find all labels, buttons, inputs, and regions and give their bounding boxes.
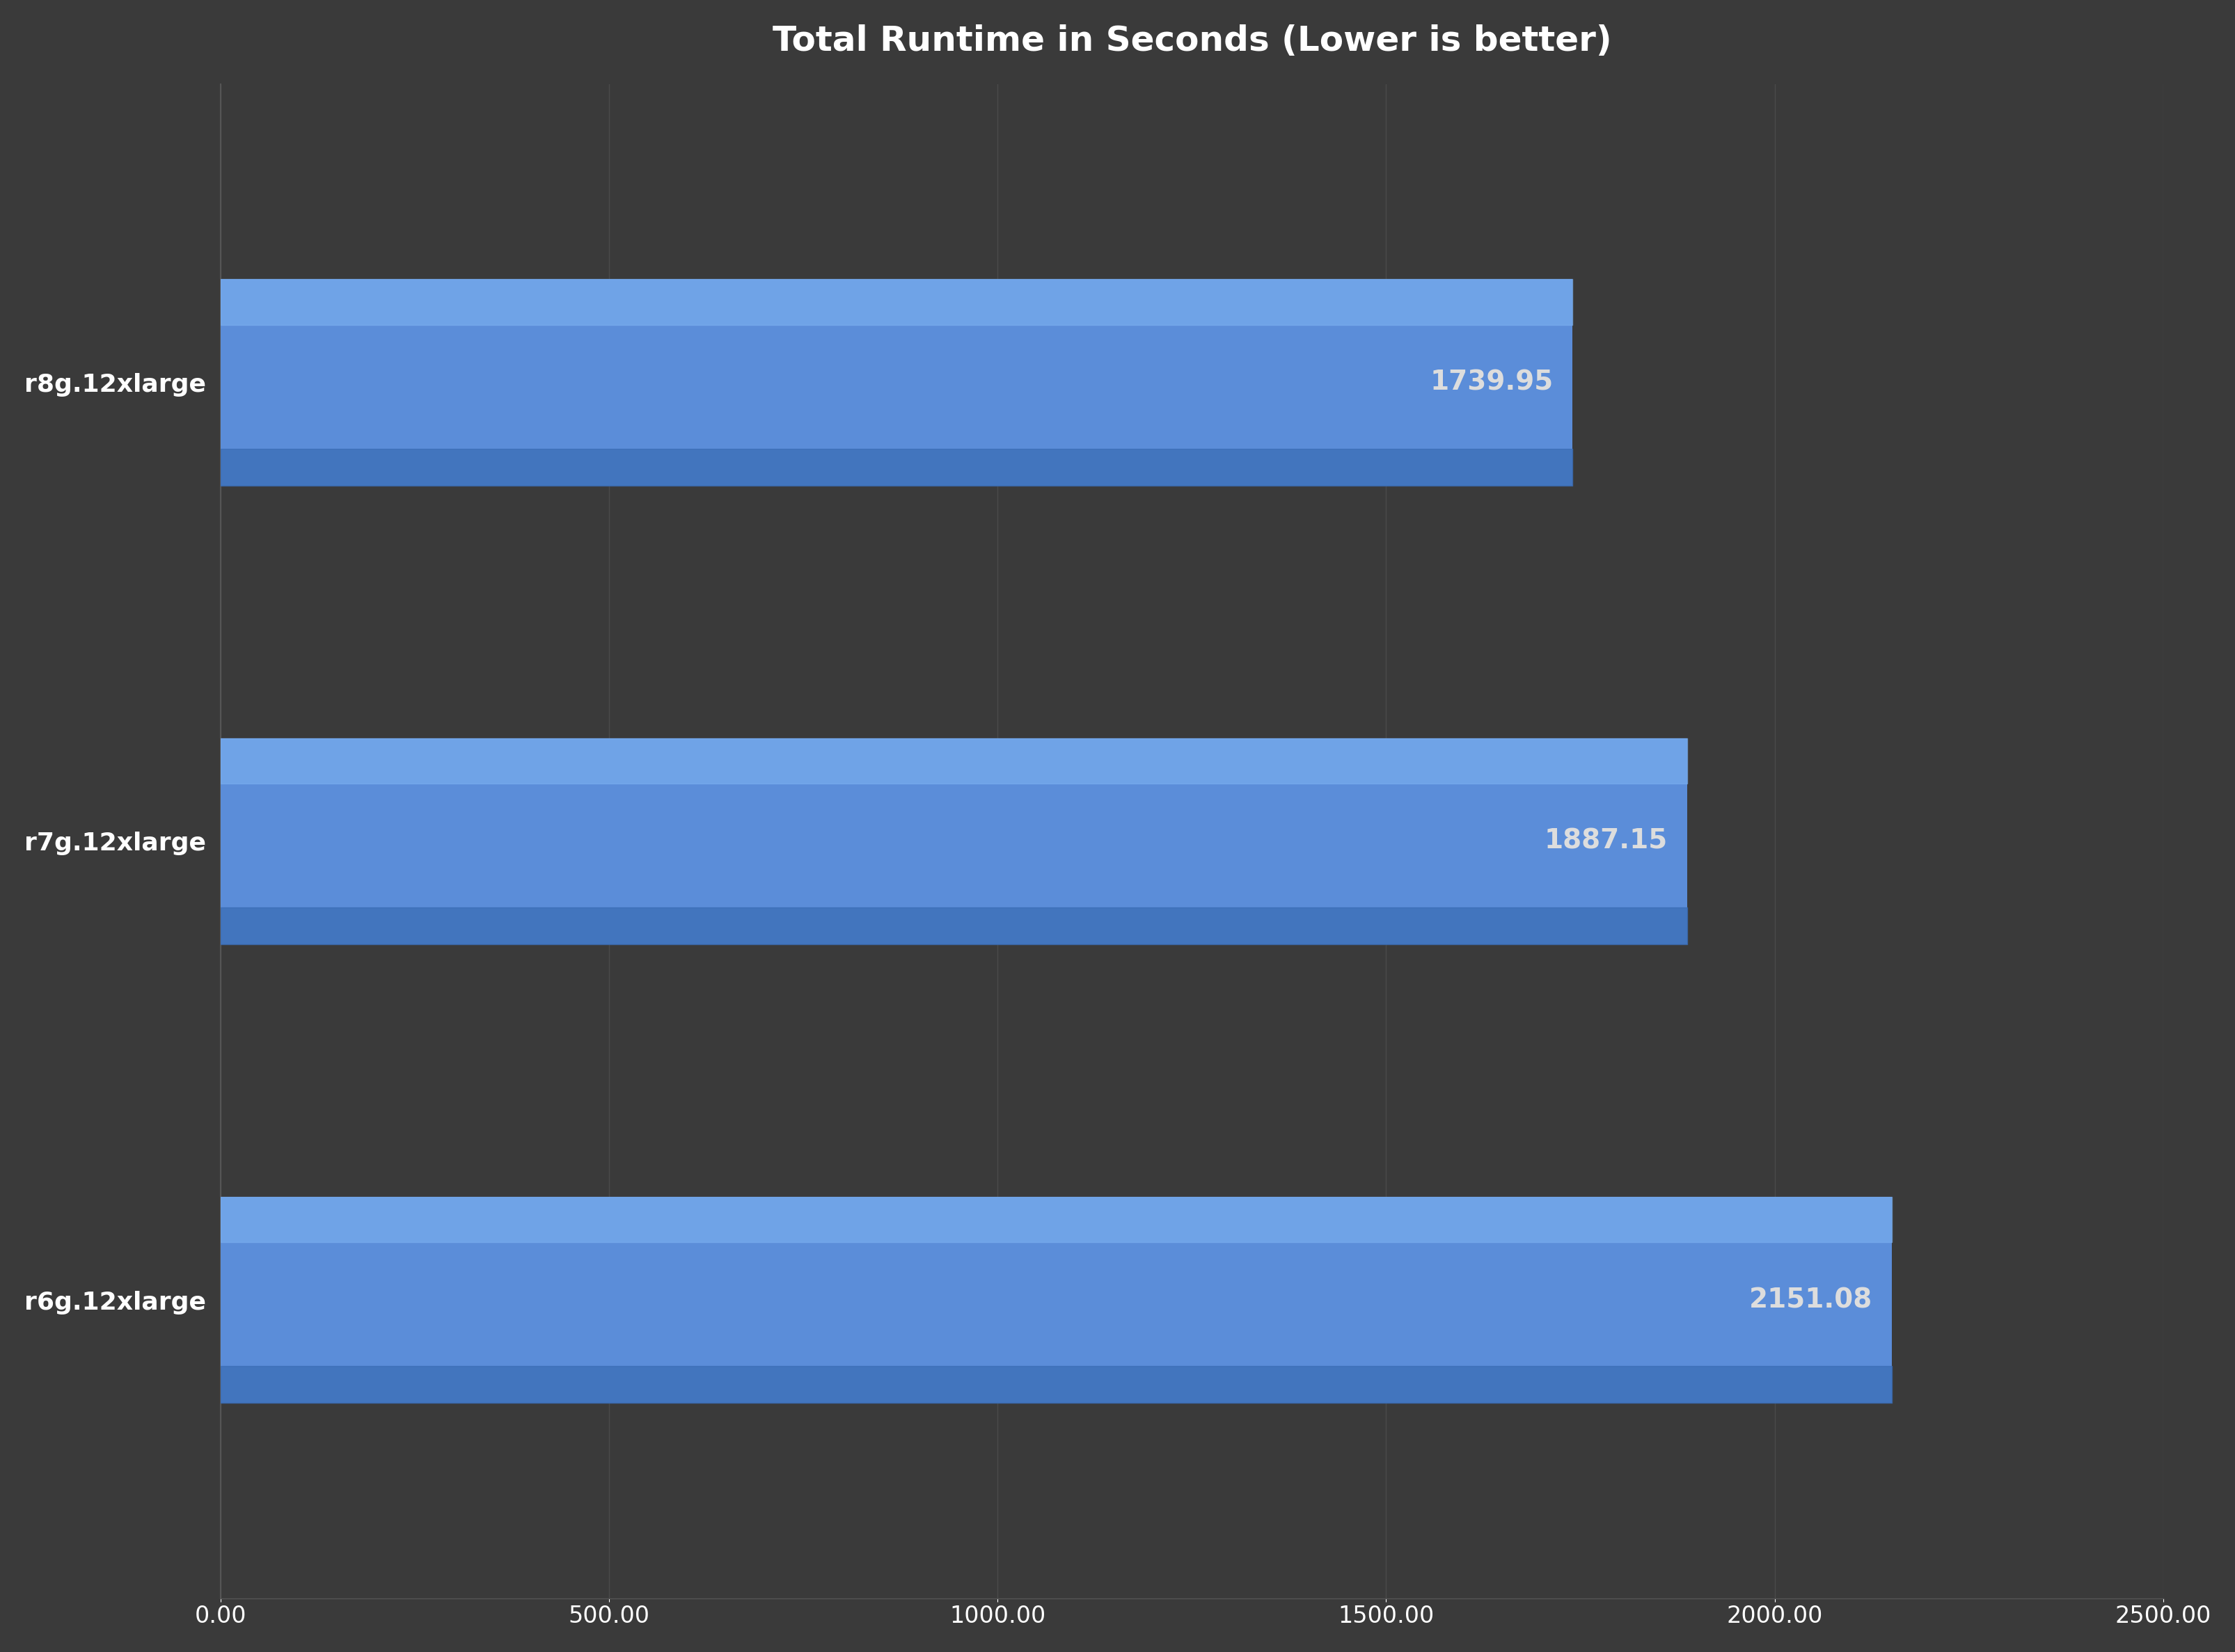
Bar: [221, 279, 1571, 486]
Bar: [221, 738, 1687, 945]
Text: 1739.95: 1739.95: [1430, 370, 1553, 396]
Text: 2151.08: 2151.08: [1748, 1287, 1873, 1313]
Bar: [221, 1196, 1891, 1403]
Text: 1887.15: 1887.15: [1544, 828, 1667, 854]
Title: Total Runtime in Seconds (Lower is better): Total Runtime in Seconds (Lower is bette…: [771, 25, 1611, 58]
